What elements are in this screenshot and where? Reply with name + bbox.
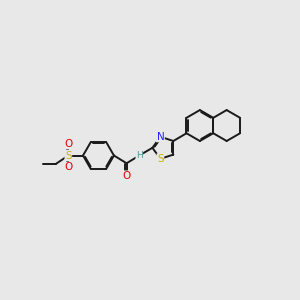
Text: N: N (157, 132, 164, 142)
Text: H: H (136, 151, 143, 160)
Text: O: O (122, 171, 131, 181)
Text: S: S (65, 151, 72, 160)
Text: O: O (64, 162, 73, 172)
Text: S: S (157, 154, 164, 164)
Text: O: O (64, 139, 73, 149)
